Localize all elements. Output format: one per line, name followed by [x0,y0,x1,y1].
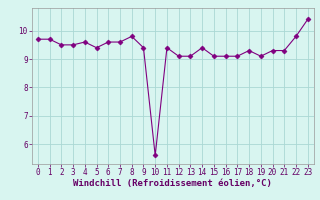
X-axis label: Windchill (Refroidissement éolien,°C): Windchill (Refroidissement éolien,°C) [73,179,272,188]
